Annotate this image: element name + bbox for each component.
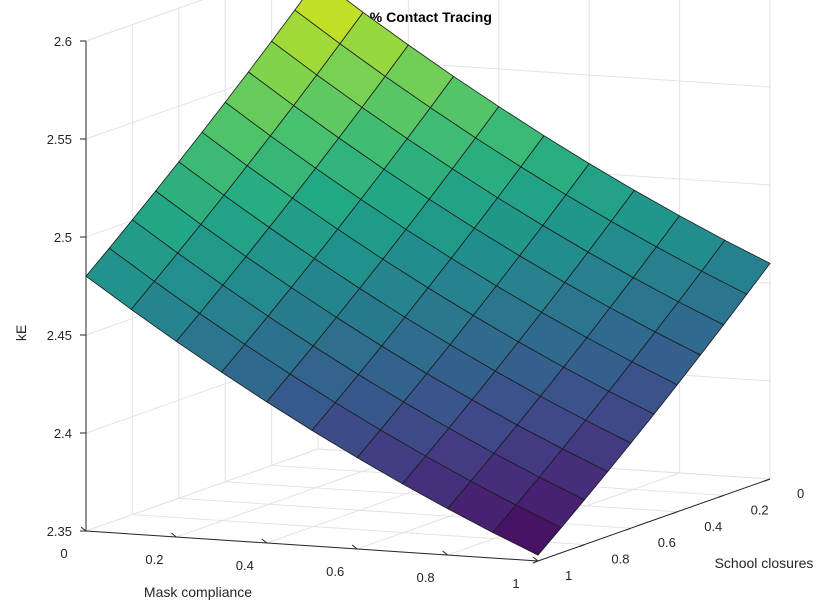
z-tick-label: 2.5 <box>54 230 72 245</box>
y-tick-mark <box>625 527 631 531</box>
x-tick-mark <box>261 538 268 544</box>
x-tick-label: 0.4 <box>236 558 254 573</box>
x-tick-mark <box>351 544 358 550</box>
chart-title: 0 % Contact Tracing <box>358 9 492 25</box>
y-tick-mark <box>718 494 724 498</box>
y-tick-mark <box>672 511 678 515</box>
axis-layer <box>85 41 771 562</box>
x-tick-label: 0.2 <box>145 552 163 567</box>
y-tick-label: 0.8 <box>611 552 629 567</box>
y-tick-label: 0.4 <box>704 519 722 534</box>
x-axis-label: Mask compliance <box>144 584 252 600</box>
x-tick-mark <box>532 556 539 562</box>
y-tick-label: 0.6 <box>658 535 676 550</box>
x-tick-mark <box>442 550 448 556</box>
x-tick-label: 0.8 <box>417 570 435 585</box>
x-tick-mark <box>171 532 177 538</box>
floor-gridline-x <box>176 454 409 538</box>
left-wall-gridline-horizontal <box>85 448 319 532</box>
z-tick-label: 2.4 <box>54 426 72 441</box>
z-tick-label: 2.45 <box>47 328 72 343</box>
y-axis-line <box>537 478 771 562</box>
z-tick-label: 2.55 <box>47 132 72 147</box>
surface-layer <box>85 0 771 556</box>
x-tick-label: 0 <box>60 546 67 561</box>
x-tick-mark <box>80 526 87 532</box>
y-tick-label: 0.2 <box>751 502 769 517</box>
y-tick-label: 0 <box>797 486 804 501</box>
tick-layer: 0 0 0.2 0.2 0.4 0.4 0.6 0.6 0.8 0.8 1 1 2.35 2.4 2.45 2… <box>47 34 805 591</box>
y-tick-mark <box>532 560 539 564</box>
y-tick-mark <box>764 478 771 482</box>
y-tick-mark <box>579 544 585 548</box>
box-edge <box>85 0 204 42</box>
z-axis-label: kE <box>13 325 29 341</box>
surface-patch <box>492 504 562 556</box>
y-tick-label: 1 <box>565 568 572 583</box>
z-tick-label: 2.6 <box>54 34 72 49</box>
x-tick-label: 1 <box>512 576 519 591</box>
x-tick-label: 0.6 <box>326 564 344 579</box>
x-axis-line <box>85 530 539 562</box>
y-axis-label: School closures <box>715 555 814 571</box>
z-tick-label: 2.35 <box>47 524 72 539</box>
